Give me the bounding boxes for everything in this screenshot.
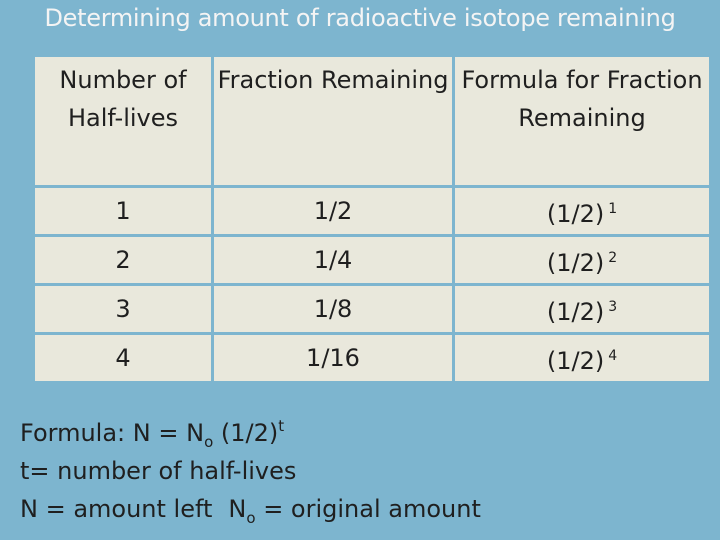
formula-exponent: 3 xyxy=(608,298,618,315)
cell-half-lives: 4 xyxy=(32,332,214,384)
cell-half-lives: 2 xyxy=(32,234,214,286)
definition-t: t= number of half-lives xyxy=(20,457,297,485)
cell-fraction: 1/4 xyxy=(211,234,455,286)
cell-half-lives: 3 xyxy=(32,283,214,335)
table-row: 2 1/4 (1/2) 2 xyxy=(32,234,712,286)
formula-base: (1/2) xyxy=(546,199,605,228)
table-row: 4 1/16 (1/2) 4 xyxy=(32,332,712,384)
cell-formula: (1/2) 3 xyxy=(452,283,712,335)
formula-subscript: o xyxy=(204,433,214,451)
half-life-table: Number of Half-lives Fraction Remaining … xyxy=(32,54,712,384)
formula-base: (1/2) xyxy=(546,248,605,277)
formula-exponent: 2 xyxy=(608,249,618,266)
formula-base: (1/2) xyxy=(546,297,605,326)
formula-base: (1/2) xyxy=(213,419,279,447)
n0-subscript: o xyxy=(246,509,256,527)
formula-exponent: 4 xyxy=(608,347,618,364)
cell-formula: (1/2) 1 xyxy=(452,185,712,237)
cell-half-lives: 1 xyxy=(32,185,214,237)
notes-block: Formula: N = No (1/2)t t= number of half… xyxy=(20,414,710,528)
header-formula: Formula for Fraction Remaining xyxy=(452,54,712,188)
definition-n-line: N = amount left No = original amount xyxy=(20,490,710,528)
cell-formula: (1/2) 2 xyxy=(452,234,712,286)
formula-exponent: t xyxy=(278,417,285,435)
cell-fraction: 1/2 xyxy=(211,185,455,237)
definition-n: N = amount left xyxy=(20,495,213,523)
cell-fraction: 1/16 xyxy=(211,332,455,384)
definition-n0: No = original amount xyxy=(228,495,481,526)
header-number-of-half-lives: Number of Half-lives xyxy=(32,54,214,188)
table-row: 3 1/8 (1/2) 3 xyxy=(32,283,712,335)
formula-lhs: N = N xyxy=(132,419,205,447)
cell-formula: (1/2) 4 xyxy=(452,332,712,384)
formula-base: (1/2) xyxy=(546,346,605,375)
formula-line: Formula: N = No (1/2)t xyxy=(20,414,710,452)
n0-symbol: N xyxy=(228,495,247,523)
table-header-row: Number of Half-lives Fraction Remaining … xyxy=(32,54,712,188)
table-row: 1 1/2 (1/2) 1 xyxy=(32,185,712,237)
cell-fraction: 1/8 xyxy=(211,283,455,335)
formula-label: Formula: xyxy=(20,419,126,447)
n0-text: = original amount xyxy=(255,495,481,523)
header-fraction-remaining: Fraction Remaining xyxy=(211,54,455,188)
slide-title: Determining amount of radioactive isotop… xyxy=(44,4,676,32)
formula-exponent: 1 xyxy=(608,200,618,217)
